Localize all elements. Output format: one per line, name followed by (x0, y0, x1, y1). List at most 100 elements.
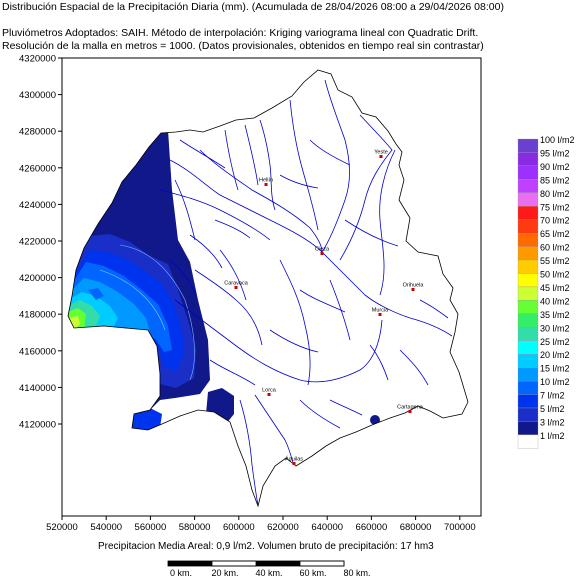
legend-swatch (517, 152, 539, 167)
city-label: Orihuela (403, 283, 425, 289)
legend-swatch (517, 286, 539, 301)
city-label: Lorca (262, 388, 277, 394)
y-tick-label: 4200000 (19, 273, 56, 284)
city-dot (234, 286, 238, 289)
legend-label: 65 l/m2 (540, 229, 570, 239)
x-tick-label: 660000 (356, 522, 388, 533)
x-tick-label: 560000 (135, 522, 167, 533)
city-marker: Lorca (262, 388, 277, 396)
legend-swatch (517, 192, 539, 207)
legend-label: 95 l/m2 (540, 148, 570, 158)
legend-label: 3 l/m2 (540, 417, 565, 427)
city-marker: Cartagena (397, 405, 424, 413)
resolution-info: Resolución de la malla en metros = 1000.… (2, 40, 484, 52)
city-dot (411, 288, 415, 291)
legend-swatch (517, 394, 539, 409)
legend-label: 20 l/m2 (540, 350, 570, 360)
legend-swatch (517, 354, 539, 368)
y-tick-label: 4300000 (19, 90, 56, 101)
scale-bar (167, 560, 345, 567)
legend-label: 70 l/m2 (540, 216, 570, 226)
legend-swatch (517, 259, 539, 274)
legend: 100 l/m2 95 l/m2 90 l/m2 85 l/m2 80 l/m2 75 l… (517, 135, 575, 449)
y-axis: 4320000 4300000 4280000 4260000 4240000 42200… (19, 54, 62, 431)
y-tick-label: 4280000 (19, 127, 56, 138)
y-tick-label: 4320000 (19, 54, 56, 65)
river-network (159, 79, 453, 506)
legend-label: 30 l/m2 (540, 323, 570, 333)
legend-label: 1 l/m2 (540, 431, 565, 441)
legend-swatch (517, 219, 539, 234)
scale-label: 40 km. (255, 568, 282, 578)
legend-swatch (517, 232, 539, 247)
legend-swatch (517, 421, 539, 436)
city-label: Águilas (285, 456, 303, 463)
legend-label: 90 l/m2 (540, 162, 570, 172)
legend-swatch (517, 327, 539, 341)
city-dot (267, 393, 271, 396)
legend-label: 75 l/m2 (540, 202, 570, 212)
legend-swatch (517, 434, 539, 449)
legend-label: 50 l/m2 (540, 270, 570, 280)
city-marker: Caravaca (224, 281, 249, 289)
city-dot (378, 313, 382, 316)
scale-label: 20 km. (211, 568, 238, 578)
legend-label: 10 l/m2 (540, 377, 570, 387)
legend-swatch (517, 273, 539, 288)
y-tick-label: 4260000 (19, 163, 56, 174)
scale-label: 60 km. (299, 568, 326, 578)
scale-label: 80 km. (343, 568, 370, 578)
legend-swatch (517, 367, 539, 382)
city-marker: Hellín (259, 178, 273, 186)
city-dot (292, 462, 296, 465)
x-tick-label: 680000 (400, 522, 432, 533)
legend-label: 7 l/m2 (540, 391, 565, 401)
legend-label: 80 l/m2 (540, 189, 570, 199)
legend-label: 15 l/m2 (540, 364, 570, 374)
city-label: Yeste (374, 150, 388, 156)
legend-label: 25 l/m2 (540, 337, 570, 347)
city-dot (320, 252, 324, 255)
city-markers: Yeste Hellín Cieza Caravaca Orihuela Murcia Lo… (224, 150, 425, 465)
x-axis: 520000 540000 560000 580000 600000 620000 6400… (46, 516, 476, 533)
legend-swatch (517, 340, 539, 355)
x-tick-label: 580000 (179, 522, 211, 533)
city-label: Caravaca (224, 281, 248, 287)
city-marker: Cieza (315, 247, 330, 255)
x-tick-label: 700000 (444, 522, 476, 533)
legend-swatch (517, 380, 539, 395)
legend-swatch (517, 138, 539, 153)
legend-label: 40 l/m2 (540, 296, 570, 306)
legend-label: 5 l/m2 (540, 404, 565, 414)
city-dot (408, 410, 412, 413)
x-tick-label: 640000 (311, 522, 343, 533)
city-label: Hellín (259, 178, 273, 184)
y-tick-label: 4240000 (19, 200, 56, 211)
legend-label: 60 l/m2 (540, 243, 570, 253)
y-tick-label: 4160000 (19, 346, 56, 357)
scale-bar-labels: 0 km. 20 km. 40 km. 60 km. 80 km. (170, 568, 371, 578)
legend-label: 35 l/m2 (540, 310, 570, 320)
city-marker: Yeste (374, 150, 388, 158)
y-tick-label: 4120000 (19, 420, 56, 431)
city-label: Cartagena (397, 405, 424, 411)
x-tick-label: 520000 (46, 522, 78, 533)
y-tick-label: 4220000 (19, 237, 56, 248)
city-marker: Murcia (372, 308, 389, 316)
legend-swatch (517, 407, 539, 422)
city-label: Cieza (315, 247, 330, 253)
x-tick-label: 620000 (267, 522, 299, 533)
legend-label: 55 l/m2 (540, 256, 570, 266)
legend-swatch (517, 206, 539, 220)
legend-label: 100 l/m2 (540, 135, 575, 145)
x-tick-label: 600000 (223, 522, 255, 533)
city-dot (379, 155, 383, 158)
city-marker: Orihuela (403, 283, 425, 291)
legend-swatch (517, 246, 539, 261)
city-marker: Águilas (285, 456, 303, 465)
map-title: Distribución Espacial de la Precipitació… (2, 1, 504, 13)
areal-precipitation-summary: Precipitacion Media Areal: 0,9 l/m2. Vol… (98, 541, 434, 552)
legend-swatch (517, 313, 539, 328)
y-tick-label: 4140000 (19, 383, 56, 394)
